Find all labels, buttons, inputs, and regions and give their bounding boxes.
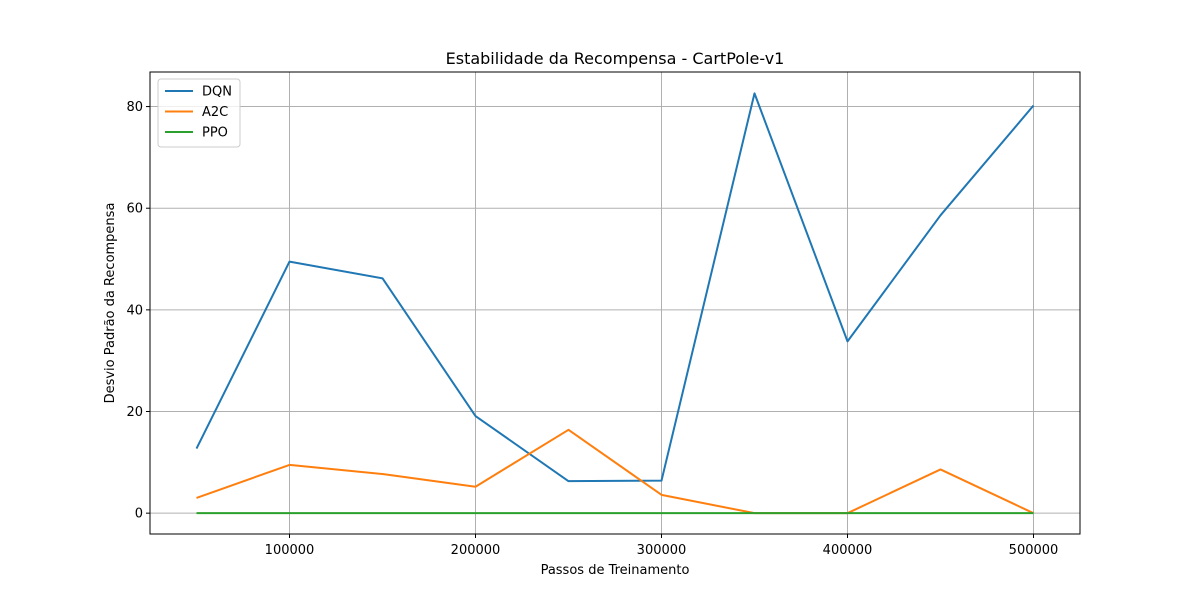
- chart-title: Estabilidade da Recompensa - CartPole-v1: [446, 49, 785, 68]
- y-tick-label: 60: [126, 202, 143, 217]
- x-tick-label: 500000: [1009, 543, 1059, 558]
- legend-label-dqn: DQN: [202, 85, 232, 100]
- legend-box: [157, 78, 241, 148]
- legend-label-ppo: PPO: [202, 126, 228, 141]
- x-axis-ticks: 100000 200000 300000 400000 500000: [265, 534, 1059, 558]
- y-tick-label: 80: [126, 100, 143, 115]
- x-tick-label: 400000: [823, 543, 873, 558]
- y-axis-ticks: 0 20 40 60 80: [126, 100, 150, 522]
- x-tick-label: 200000: [451, 543, 501, 558]
- y-axis-label: Desvio Padrão da Recompensa: [103, 203, 118, 404]
- legend: DQN A2C PPO: [157, 78, 241, 148]
- legend-label-a2c: A2C: [202, 105, 228, 120]
- plot-area-frame: [149, 71, 1081, 535]
- series-line-dqn: [195, 92, 1035, 483]
- series-line-a2c: [196, 428, 1034, 515]
- series-lines: [195, 92, 1035, 515]
- x-axis-label: Passos de Treinamento: [541, 563, 690, 578]
- y-tick-label: 20: [126, 405, 143, 420]
- y-tick-label: 40: [126, 303, 143, 318]
- x-tick-label: 300000: [637, 543, 687, 558]
- x-tick-label: 100000: [265, 543, 315, 558]
- y-tick-label: 0: [135, 507, 143, 522]
